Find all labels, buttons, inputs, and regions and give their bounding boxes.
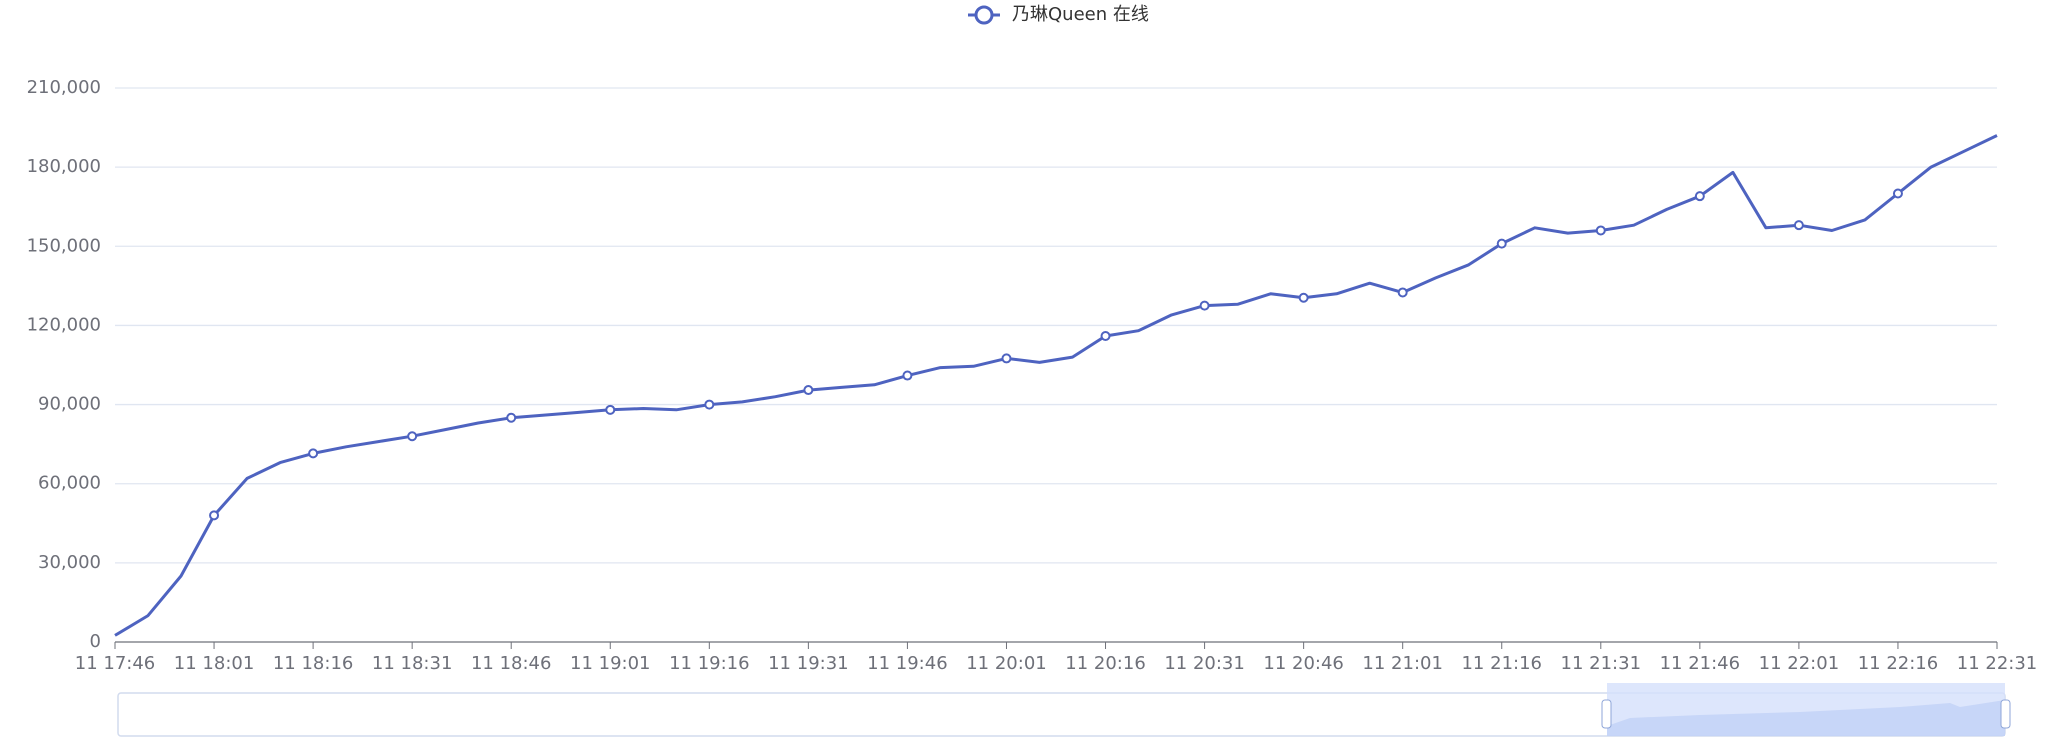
zoom-preview — [1607, 700, 2005, 736]
x-tick-label: 11 21:46 — [1660, 653, 1741, 674]
point-marker — [407, 431, 418, 442]
x-tick-label: 11 20:46 — [1263, 653, 1344, 674]
point-marker — [1694, 191, 1705, 202]
x-tick-label: 11 21:01 — [1362, 653, 1443, 674]
point-marker — [803, 385, 814, 396]
x-tick-label: 11 18:31 — [372, 653, 453, 674]
x-tick-label: 11 18:01 — [174, 653, 255, 674]
x-tick-label: 11 19:31 — [768, 653, 849, 674]
y-tick-label: 90,000 — [38, 394, 101, 415]
x-tick-label: 11 22:01 — [1759, 653, 1840, 674]
y-tick-label: 60,000 — [38, 473, 101, 494]
series-line — [114, 134, 1998, 637]
x-tick-label: 11 21:16 — [1461, 653, 1542, 674]
y-tick-label: 30,000 — [38, 552, 101, 573]
point-marker — [605, 404, 616, 415]
point-marker — [902, 370, 913, 381]
point-marker — [1496, 238, 1507, 249]
data-zoom[interactable] — [117, 683, 2011, 737]
y-tick-label: 0 — [90, 631, 101, 652]
point-marker — [308, 448, 319, 459]
point-marker — [704, 399, 715, 410]
point-marker — [1298, 292, 1309, 303]
legend-label: 乃琳Queen 在线 — [1012, 4, 1149, 25]
y-tick-label: 180,000 — [27, 156, 101, 177]
x-tick-label: 11 18:46 — [471, 653, 552, 674]
x-tick-label: 11 22:16 — [1858, 653, 1939, 674]
point-marker — [1892, 188, 1903, 199]
point-marker — [1199, 300, 1210, 311]
point-marker — [1001, 353, 1012, 364]
x-tick-label: 11 17:46 — [75, 653, 156, 674]
point-marker — [209, 510, 220, 521]
point-marker — [506, 412, 517, 423]
x-tick-label: 11 18:16 — [273, 653, 354, 674]
point-marker — [1595, 225, 1606, 236]
point-marker — [1793, 220, 1804, 231]
point-marker — [1397, 287, 1408, 298]
legend-marker — [974, 5, 994, 25]
x-tick-label: 11 20:01 — [966, 653, 1047, 674]
x-tick-label: 11 19:01 — [570, 653, 651, 674]
x-tick-label: 11 19:16 — [669, 653, 750, 674]
x-tick-label: 11 19:46 — [867, 653, 948, 674]
x-tick-label: 11 20:16 — [1065, 653, 1146, 674]
x-tick-label: 11 21:31 — [1561, 653, 1642, 674]
y-tick-label: 120,000 — [27, 314, 101, 335]
zoom-handle[interactable] — [1601, 699, 1612, 729]
point-marker — [1100, 330, 1111, 341]
y-tick-label: 150,000 — [27, 235, 101, 256]
zoom-handle[interactable] — [2000, 699, 2011, 729]
x-tick-label: 11 22:31 — [1957, 653, 2038, 674]
y-tick-label: 210,000 — [27, 77, 101, 98]
x-tick-label: 11 20:31 — [1164, 653, 1245, 674]
